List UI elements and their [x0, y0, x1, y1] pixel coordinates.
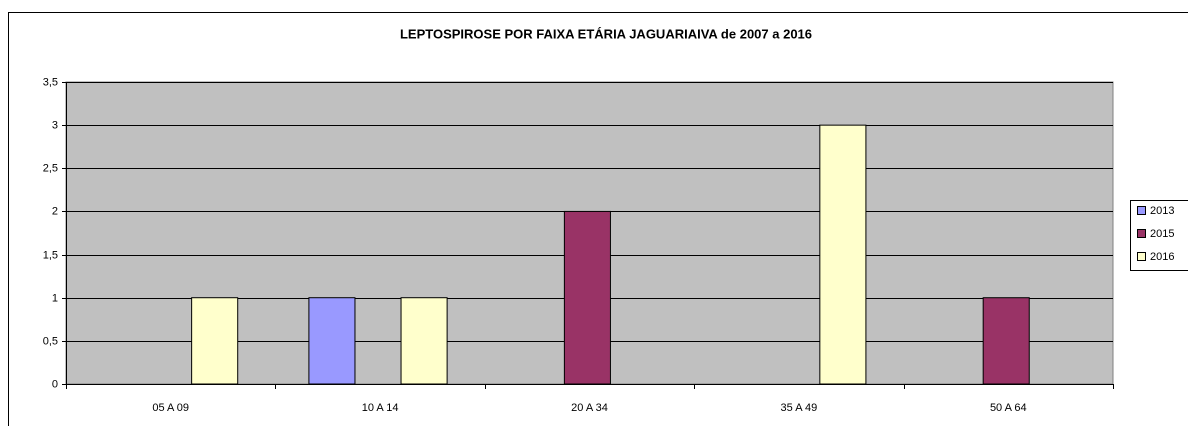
bar: [400, 297, 448, 385]
bar: [191, 297, 239, 385]
y-tick-label: 2: [52, 205, 58, 217]
y-tick-label: 3,5: [43, 76, 58, 88]
y-tick-label: 1: [52, 292, 58, 304]
bar: [308, 297, 356, 385]
x-tick-label: 20 A 34: [571, 402, 608, 414]
x-tick-label: 10 A 14: [362, 402, 399, 414]
bar: [563, 210, 611, 385]
y-tick-label: 0: [52, 378, 58, 390]
x-tick-label: 05 A 09: [152, 402, 189, 414]
legend-swatch: [1137, 229, 1146, 238]
y-tick-label: 2,5: [43, 162, 58, 174]
x-tick-label: 35 A 49: [781, 402, 818, 414]
chart-title: LEPTOSPIROSE POR FAIXA ETÁRIA JAGUARIAIV…: [400, 26, 812, 41]
bar: [819, 124, 867, 385]
legend-swatch: [1137, 206, 1146, 215]
legend-swatch: [1137, 252, 1146, 261]
legend-label: 2016: [1150, 251, 1174, 263]
legend-label: 2015: [1150, 228, 1174, 240]
legend-label: 2013: [1150, 205, 1174, 217]
y-tick-label: 0,5: [43, 335, 58, 347]
y-tick-label: 3: [52, 119, 58, 131]
y-tick-label: 1,5: [43, 249, 58, 261]
x-tick-label: 50 A 64: [990, 402, 1027, 414]
bar: [982, 297, 1030, 385]
